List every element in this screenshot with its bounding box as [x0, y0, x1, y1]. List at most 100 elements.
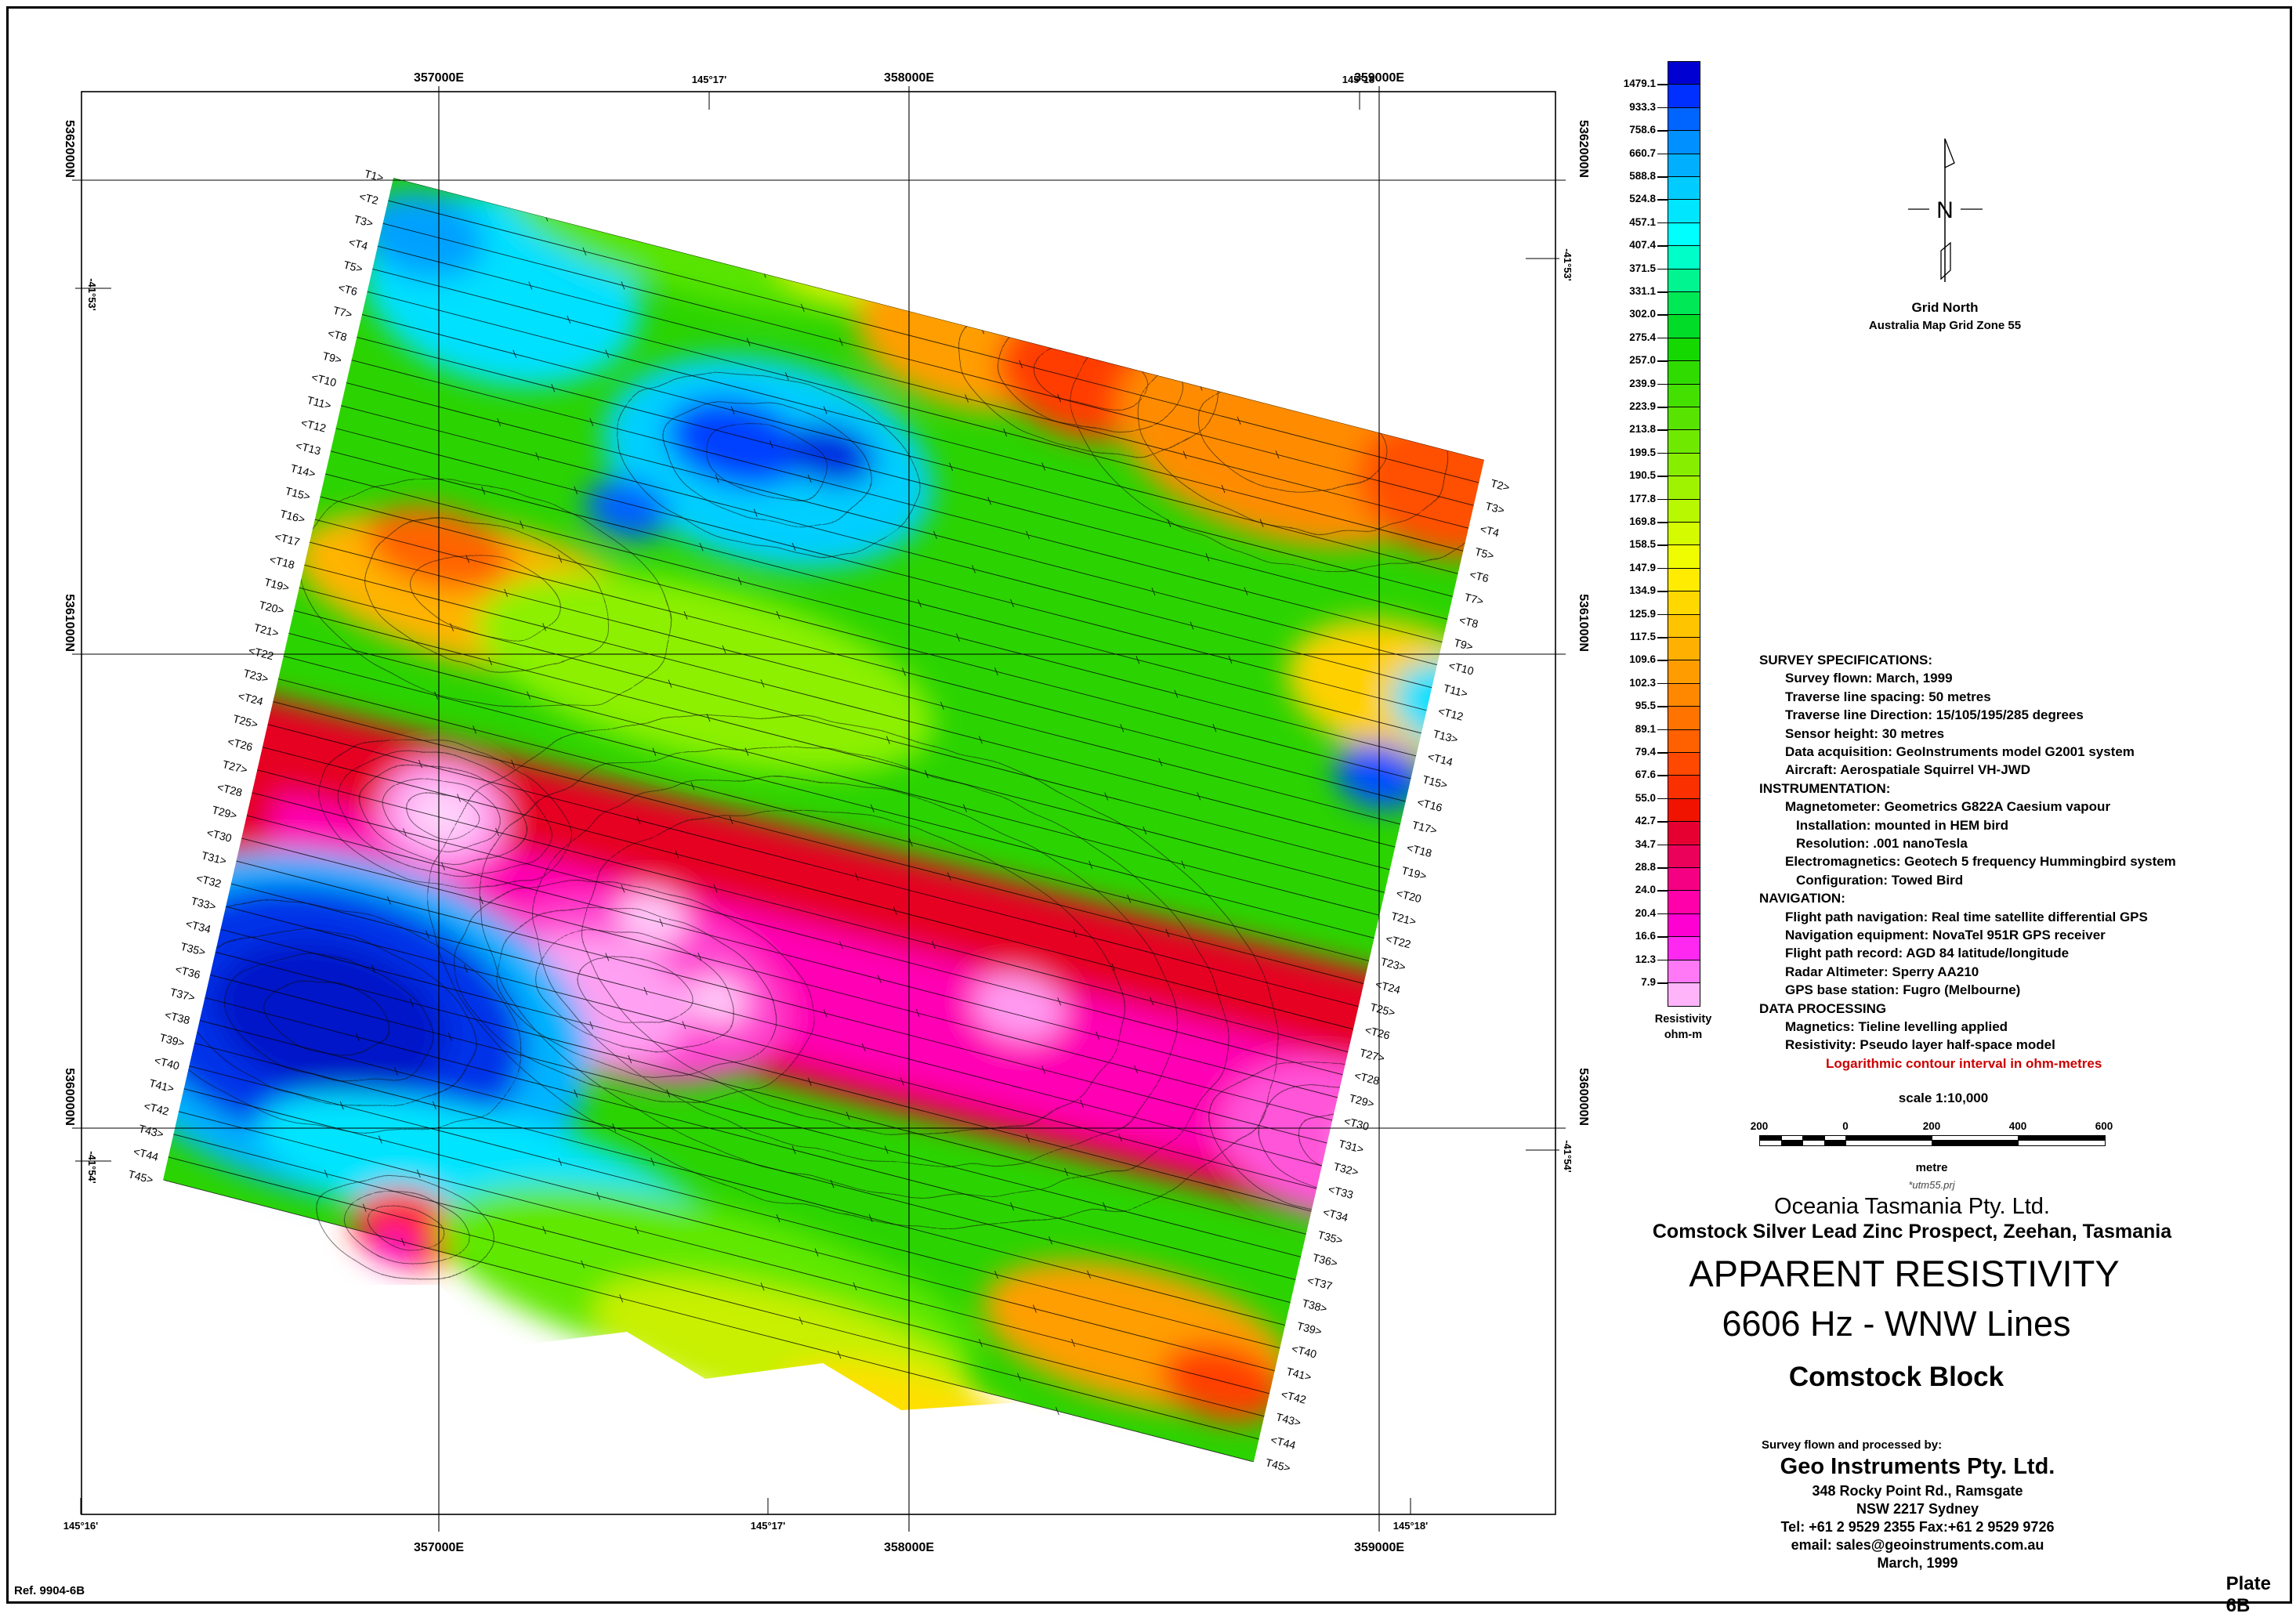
scale-text: scale 1:10,000: [1898, 1091, 1989, 1105]
easting-label-top: 357000E: [414, 71, 464, 85]
traverse-label-right: <T20: [1395, 887, 1422, 906]
traverse-label-left: <T32: [195, 871, 223, 890]
traverse-label-right: <T34: [1322, 1206, 1349, 1225]
spec-line: DATA PROCESSING: [1759, 1000, 1887, 1016]
traverse-label-left: T21>: [252, 621, 280, 640]
traverse-label-right: T15>: [1421, 772, 1449, 791]
scale-bar-segment: [1932, 1140, 2019, 1146]
traverse-label-left: <T13: [295, 439, 322, 458]
spec-line: Installation: mounted in HEM bird: [1796, 817, 2009, 833]
north-arrow-graphic: N: [1908, 138, 1983, 282]
traverse-label-left: T9>: [321, 349, 343, 367]
traverse-label-right: T23>: [1379, 955, 1407, 974]
coordinate-grid: [72, 86, 1566, 1532]
northing-label-left: 5362000N: [63, 120, 76, 178]
traverse-label-left: <T18: [268, 552, 295, 571]
traverse-label-right: <T24: [1374, 978, 1402, 997]
traverse-label-right: T41>: [1285, 1365, 1313, 1384]
traverse-label-left: T41>: [148, 1076, 176, 1095]
longitude-label-bottom: 145°17': [751, 1520, 785, 1532]
spec-line: Data acquisition: GeoInstruments model G…: [1785, 744, 2135, 759]
north-letter: N: [1936, 197, 1954, 223]
traverse-label-left: T25>: [232, 712, 259, 731]
northing-label-right: 5360000N: [1577, 1068, 1590, 1126]
traverse-label-left: T35>: [179, 940, 207, 959]
traverse-label-right: <T42: [1280, 1387, 1307, 1406]
traverse-label-left: <T12: [299, 416, 327, 435]
traverse-label-left: T3>: [353, 212, 375, 230]
contour-interval-note: Logarithmic contour interval in ohm-metr…: [1826, 1055, 2102, 1071]
traverse-label-right: T36>: [1311, 1251, 1338, 1270]
traverse-label-right: <T26: [1363, 1023, 1391, 1042]
traverse-label-left: <T22: [248, 644, 275, 663]
spec-line: Flight path record: AGD 84 latitude/long…: [1785, 946, 2070, 961]
northing-label-right: 5362000N: [1577, 120, 1590, 178]
spec-line: Resistivity: Pseudo layer half-space mod…: [1785, 1037, 2055, 1053]
traverse-label-right: T17>: [1411, 819, 1438, 837]
traverse-label-right: <T37: [1306, 1274, 1334, 1293]
traverse-label-right: T32>: [1332, 1160, 1360, 1179]
north-arrow: N Grid North Australia Map Grid Zone 55: [1865, 125, 2037, 332]
spec-line: INSTRUMENTATION:: [1759, 780, 1891, 796]
spec-line: SURVEY SPECIFICATIONS:: [1759, 653, 1933, 667]
traverse-label-right: <T33: [1327, 1183, 1354, 1202]
northing-label-right: 5361000N: [1577, 594, 1590, 652]
map-title-line3: Comstock Block: [1788, 1362, 2004, 1392]
traverse-label-left: <T42: [143, 1099, 170, 1118]
traverse-label-right: T29>: [1348, 1091, 1375, 1110]
traverse-label-left: <T17: [273, 530, 301, 548]
traverse-label-left: T31>: [201, 848, 228, 867]
projection-file-note: *utm55.prj: [1908, 1179, 1955, 1191]
scale-bar-label: 0: [1842, 1120, 1849, 1132]
traverse-label-right: T38>: [1301, 1297, 1328, 1315]
traverse-label-right: T21>: [1390, 910, 1418, 928]
scale-bar-label: 200: [1922, 1120, 1941, 1132]
scale-bar-label: 600: [2095, 1120, 2113, 1132]
traverse-label-left: <T8: [327, 327, 349, 344]
longitude-label-bottom: 145°16': [63, 1520, 98, 1532]
resistivity-color-field: [163, 178, 1484, 1462]
spec-line: Sensor height: 30 metres: [1785, 725, 1945, 741]
map-title-line1: APPARENT RESISTIVITY: [1689, 1253, 2120, 1294]
traverse-label-right: T39>: [1295, 1319, 1323, 1338]
spec-line: Traverse line Direction: 15/105/195/285 …: [1785, 707, 2084, 723]
prospect-title: Comstock Silver Lead Zinc Prospect, Zeeh…: [1652, 1221, 2172, 1243]
spec-line: Aircraft: Aerospatiale Squirrel VH-JWD: [1785, 762, 2030, 778]
traverse-label-right: T45>: [1264, 1456, 1291, 1474]
longitude-label-top: 145°17': [692, 74, 726, 85]
traverse-label-left: T45>: [127, 1167, 154, 1186]
flight-path-lines: [163, 178, 1484, 1462]
scale-bar-segment: [1823, 1140, 1847, 1146]
traverse-label-right: T3>: [1484, 500, 1506, 517]
scale-bar-segment: [1759, 1140, 1783, 1146]
traverse-label-right: T31>: [1338, 1137, 1365, 1156]
spec-line: Electromagnetics: Geotech 5 frequency Hu…: [1785, 854, 2176, 870]
traverse-label-right: <T10: [1447, 659, 1475, 678]
traverse-label-left: T20>: [258, 599, 285, 617]
reference-number: Ref. 9904-6B: [14, 1584, 85, 1597]
traverse-label-right: T5>: [1474, 545, 1496, 563]
traverse-label-right: T2>: [1490, 476, 1512, 494]
northing-label-left: 5361000N: [63, 594, 76, 652]
page-border: [6, 6, 2292, 1604]
traverse-label-right: <T6: [1468, 568, 1490, 585]
spec-line: Traverse line spacing: 50 metres: [1785, 689, 1991, 704]
traverse-label-right: <T12: [1437, 704, 1465, 723]
spec-line: Flight path navigation: Real time satell…: [1785, 909, 2148, 924]
scale-bar-segment: [1802, 1140, 1826, 1146]
easting-label-bottom: 357000E: [414, 1541, 464, 1554]
scale-bar-segment: [1845, 1140, 1933, 1146]
traverse-label-right: T43>: [1275, 1410, 1302, 1429]
grid-north-label: Grid North: [1911, 300, 1979, 315]
traverse-label-left: T43>: [137, 1122, 165, 1141]
traverse-label-left: T23>: [242, 667, 270, 686]
contractor-email: email: sales@geoinstruments.com.au: [1791, 1537, 2044, 1553]
traverse-label-left: T29>: [211, 803, 238, 822]
traverse-label-right: T9>: [1453, 636, 1475, 653]
spec-line: Survey flown: March, 1999: [1785, 671, 1953, 686]
latitude-label-right: -41°53': [1562, 248, 1574, 281]
easting-label-bottom: 359000E: [1354, 1541, 1404, 1554]
traverse-label-left: <T26: [226, 735, 254, 754]
